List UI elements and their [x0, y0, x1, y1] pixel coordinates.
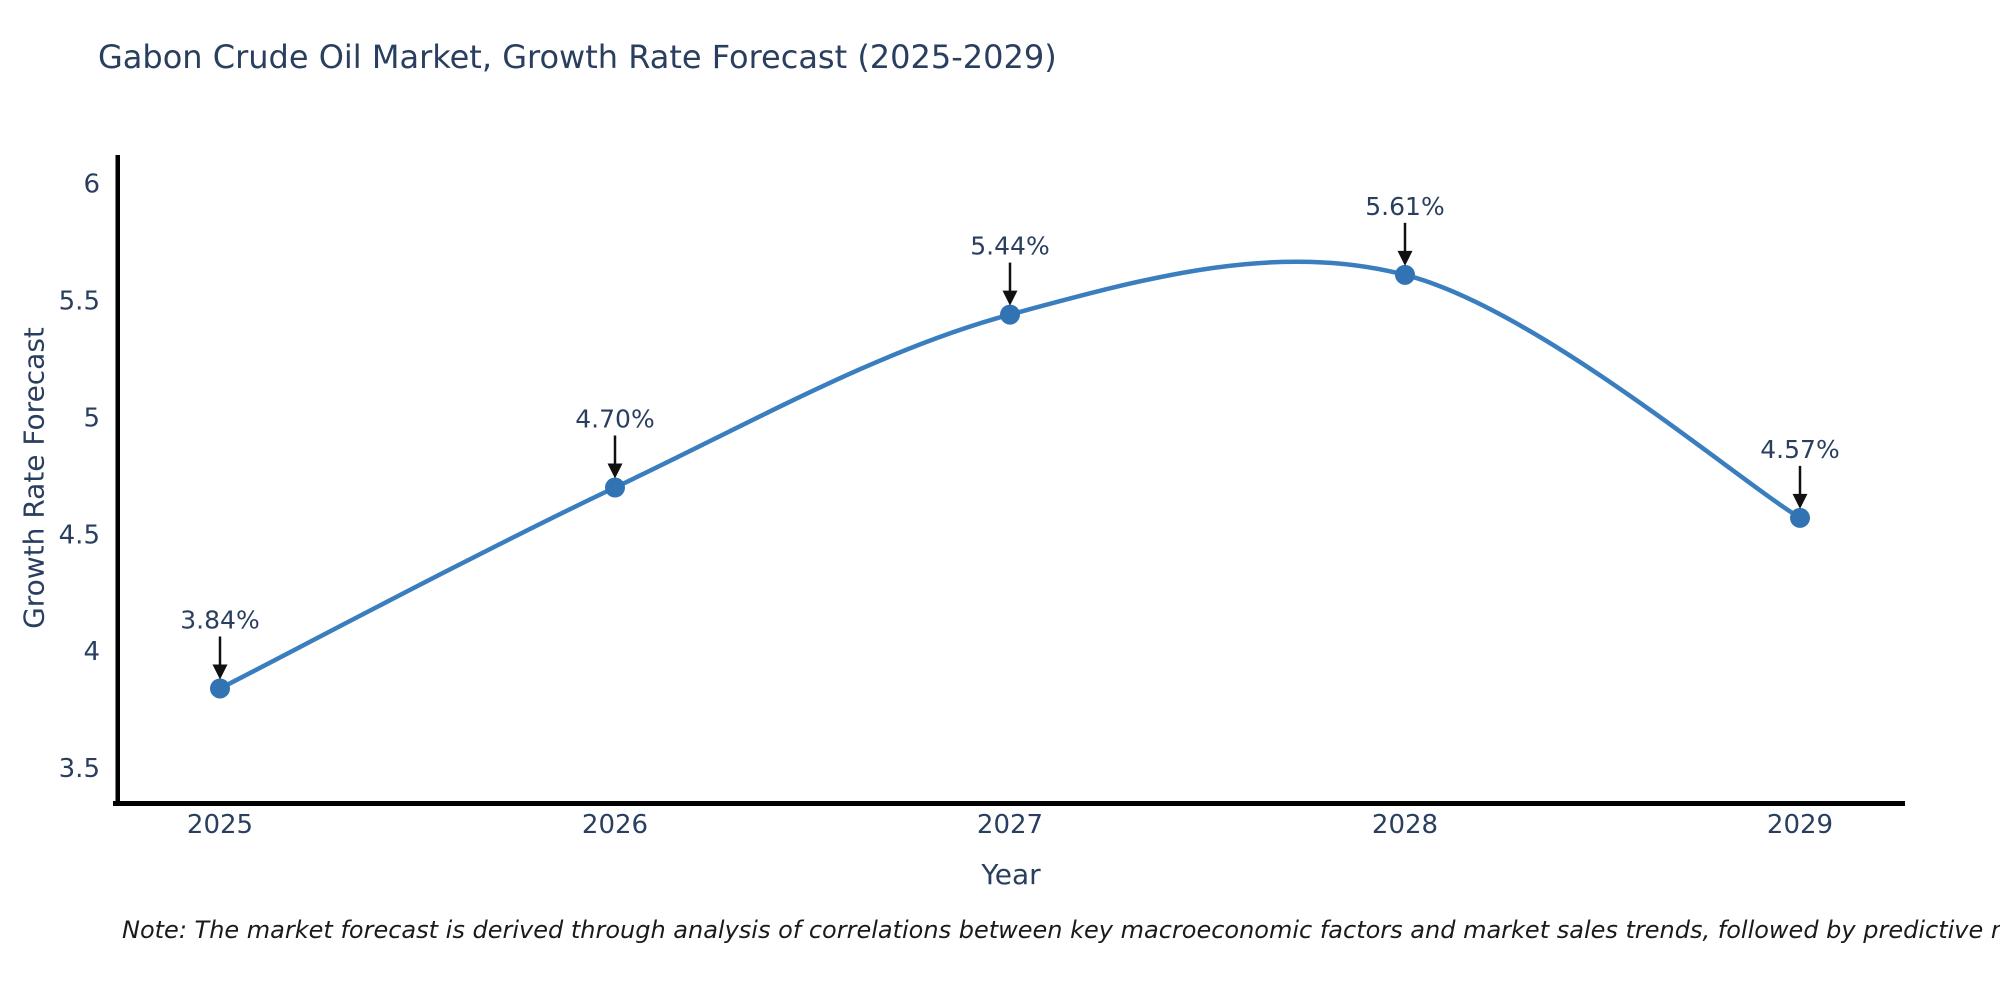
data-point-label: 5.61% — [1365, 192, 1444, 221]
data-point-marker — [1790, 507, 1810, 528]
x-tick-label: 2029 — [1767, 810, 1833, 840]
data-point-label: 4.70% — [575, 405, 654, 434]
y-tick-label: 6 — [83, 170, 100, 200]
x-axis-line — [113, 801, 1905, 806]
annotation-arrowhead — [607, 463, 623, 479]
annotation-arrowhead — [1397, 250, 1413, 266]
footnote: Note: The market forecast is derived thr… — [122, 916, 2000, 944]
y-tick-label: 3.5 — [59, 754, 100, 784]
y-tick-label: 5 — [83, 403, 100, 433]
x-tick-label: 2026 — [582, 810, 648, 840]
data-point-label: 4.57% — [1760, 435, 1839, 464]
x-tick-label: 2027 — [977, 810, 1043, 840]
data-point-label: 5.44% — [970, 232, 1049, 261]
annotation-arrowhead — [1792, 493, 1808, 509]
data-point-marker — [1000, 304, 1020, 325]
annotation-arrowhead — [1002, 290, 1018, 306]
chart-title: Gabon Crude Oil Market, Growth Rate Fore… — [98, 38, 1057, 76]
y-axis-line — [115, 155, 120, 806]
y-tick-label: 5.5 — [59, 287, 100, 317]
data-point-label: 3.84% — [180, 605, 259, 634]
y-tick-label: 4 — [83, 637, 100, 667]
x-tick-label: 2025 — [187, 810, 253, 840]
annotation-arrowhead — [212, 664, 228, 680]
x-axis-title: Year — [981, 858, 1041, 891]
y-tick-label: 4.5 — [59, 520, 100, 550]
data-point-marker — [605, 477, 625, 498]
forecast-line-series — [217, 259, 1803, 691]
data-point-marker — [1395, 264, 1415, 285]
x-tick-label: 2028 — [1372, 810, 1438, 840]
data-point-marker — [210, 678, 230, 699]
